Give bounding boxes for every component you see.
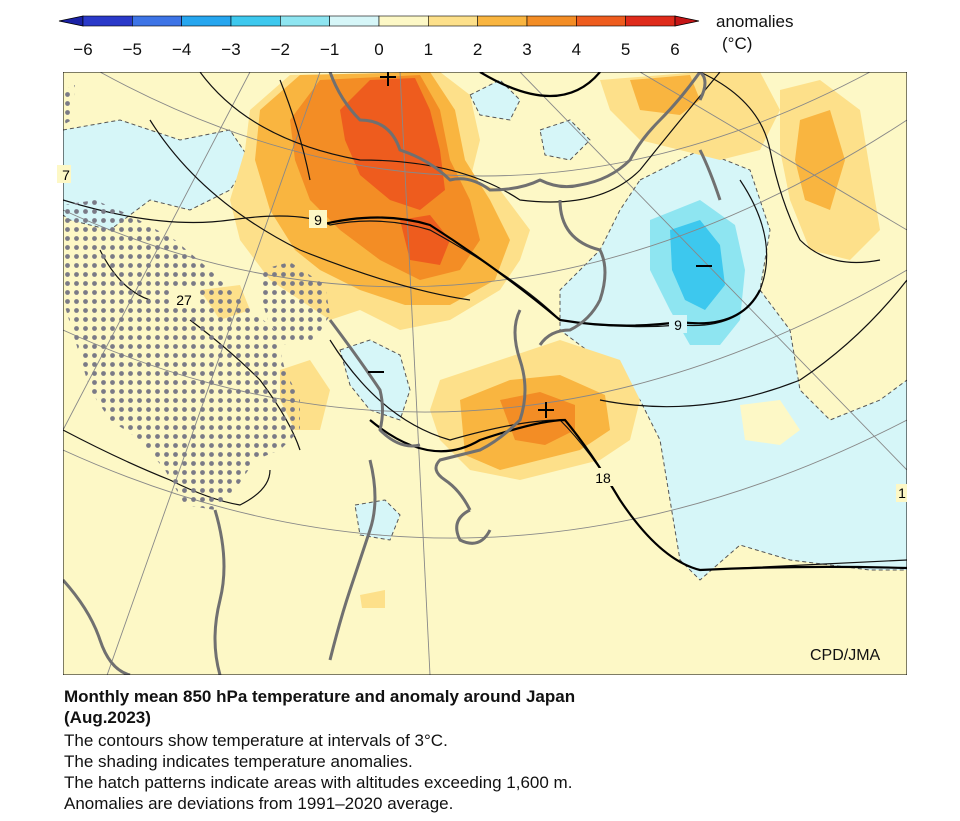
colorbar-ticks: −6 −5 −4 −3 −2 −1 0 1 2 3 4 5 6 — [73, 40, 679, 59]
caption-line: The shading indicates temperature anomal… — [64, 752, 413, 771]
caption-title: Monthly mean 850 hPa temperature and ano… — [64, 687, 576, 706]
colorbar-tick-label: 0 — [374, 40, 383, 59]
colorbar-tick-label: −3 — [221, 40, 240, 59]
contour-label: 27 — [176, 292, 192, 308]
colorbar-tick-label: −6 — [73, 40, 92, 59]
altitude-hatching — [63, 85, 330, 510]
contour-label: 18 — [595, 470, 611, 486]
colorbar-tick-label: −5 — [123, 40, 142, 59]
colorbar-high-arrow — [674, 15, 700, 27]
colorbar-unit: (°C) — [722, 34, 753, 53]
colorbar-segments — [58, 15, 700, 27]
coastlines — [63, 72, 722, 675]
contour-label: 9 — [674, 317, 682, 333]
caption-line: The contours show temperature at interva… — [64, 731, 448, 750]
warm-anomaly-shading — [200, 72, 880, 608]
map-credit: CPD/JMA — [810, 647, 881, 664]
colorbar-tick-label: 3 — [522, 40, 531, 59]
colorbar-tick-label: −4 — [172, 40, 191, 59]
colorbar-tick-label: −1 — [320, 40, 339, 59]
contour-label: 7 — [62, 167, 70, 183]
colorbar-tick-label: 4 — [572, 40, 581, 59]
center-markers — [368, 72, 712, 418]
caption-line: The hatch patterns indicate areas with a… — [64, 773, 573, 792]
caption-date: (Aug.2023) — [64, 708, 151, 727]
contour-labels: 7 9 27 9 18 1 — [57, 165, 907, 502]
colorbar-tick-label: 5 — [621, 40, 630, 59]
colorbar-tick-label: 2 — [473, 40, 482, 59]
contour-label: 1 — [898, 485, 906, 501]
contour-label: 9 — [314, 212, 322, 228]
caption-line: Anomalies are deviations from 1991–2020 … — [64, 794, 454, 813]
colorbar-tick-label: −2 — [271, 40, 290, 59]
colorbar-tick-label: 6 — [670, 40, 679, 59]
colorbar-tick-label: 1 — [424, 40, 433, 59]
colorbar-unit-label: anomalies — [716, 12, 794, 31]
colorbar: −6 −5 −4 −3 −2 −1 0 1 2 3 4 5 6 — [58, 15, 700, 59]
